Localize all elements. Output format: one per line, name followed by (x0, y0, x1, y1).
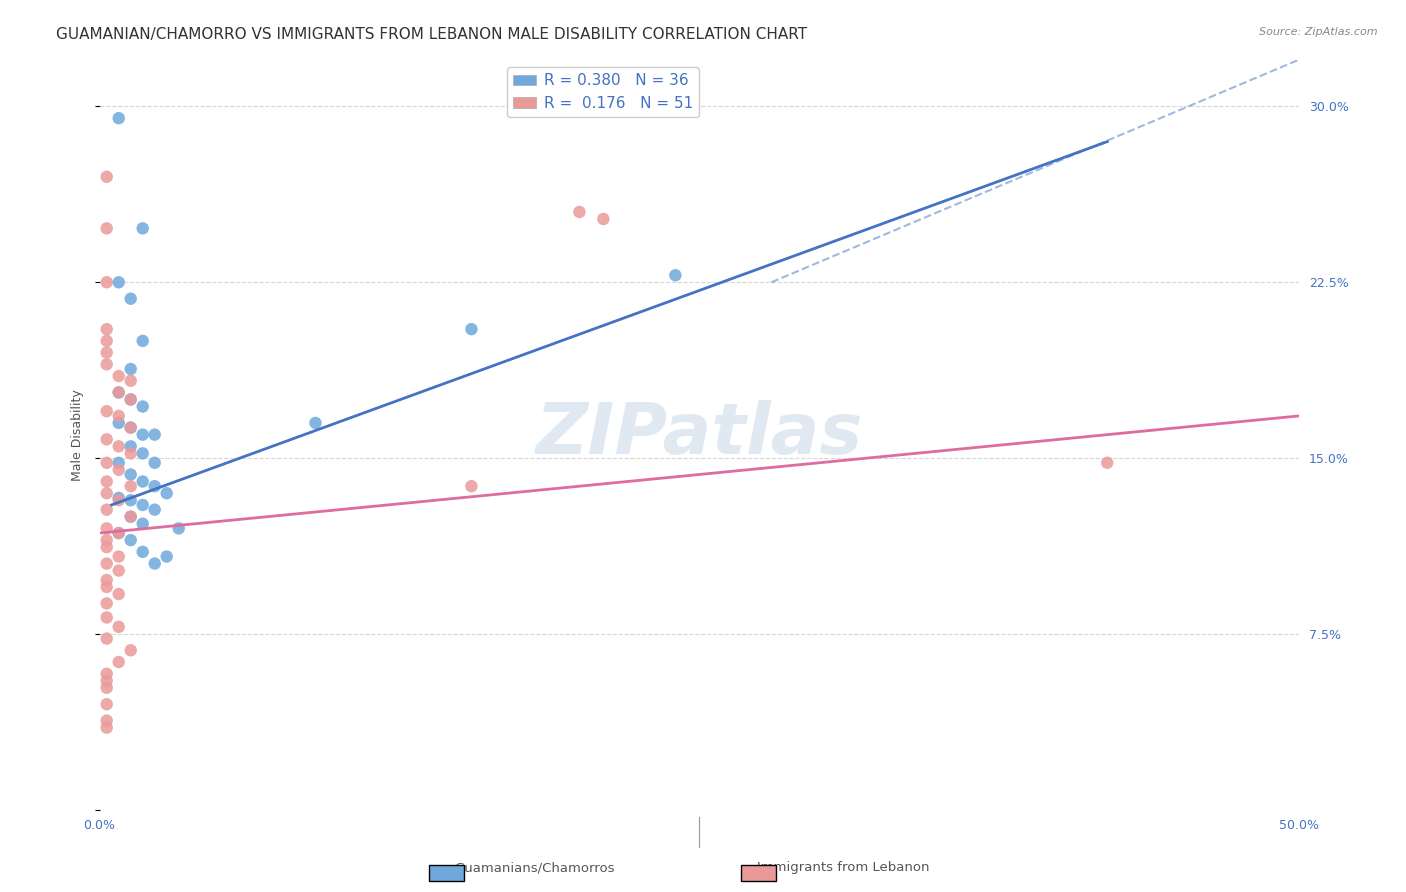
Legend: R = 0.380   N = 36, R =  0.176   N = 51: R = 0.380 N = 36, R = 0.176 N = 51 (508, 67, 699, 117)
Point (131, 400, 153, 414)
Text: Source: ZipAtlas.com: Source: ZipAtlas.com (1260, 27, 1378, 37)
Point (460, 479, 482, 493)
Point (120, 374, 142, 388)
Point (107, 655, 129, 669)
Point (96, 681, 118, 695)
Point (120, 509, 142, 524)
Y-axis label: Male Disability: Male Disability (72, 389, 84, 481)
Point (96, 169, 118, 184)
Point (107, 526, 129, 541)
Point (143, 456, 166, 470)
Point (131, 516, 153, 531)
Point (120, 392, 142, 407)
Point (96, 502, 118, 516)
Point (96, 334, 118, 348)
Point (156, 549, 179, 564)
Point (131, 334, 153, 348)
Point (107, 275, 129, 289)
Point (96, 486, 118, 500)
Point (107, 463, 129, 477)
Point (107, 549, 129, 564)
Point (120, 420, 142, 434)
Point (96, 475, 118, 489)
Point (107, 526, 129, 541)
Point (664, 268, 686, 283)
Point (120, 493, 142, 508)
Point (96, 721, 118, 735)
Point (96, 573, 118, 587)
Point (131, 427, 153, 442)
Point (120, 362, 142, 376)
Point (143, 427, 166, 442)
Point (120, 420, 142, 434)
Point (304, 416, 326, 430)
Point (96, 533, 118, 548)
Point (120, 509, 142, 524)
Point (120, 479, 142, 493)
Point (96, 456, 118, 470)
Point (96, 275, 118, 289)
Point (120, 392, 142, 407)
Point (592, 212, 614, 227)
Point (96, 557, 118, 571)
Point (107, 369, 129, 384)
Point (107, 385, 129, 400)
Point (131, 545, 153, 559)
Point (156, 486, 179, 500)
Point (107, 416, 129, 430)
Point (107, 112, 129, 126)
Point (96, 322, 118, 336)
Point (1097, 456, 1119, 470)
Point (131, 221, 153, 235)
Point (107, 491, 129, 505)
Point (107, 456, 129, 470)
Point (96, 596, 118, 610)
Point (96, 521, 118, 535)
Point (143, 479, 166, 493)
Point (107, 439, 129, 453)
Point (143, 502, 166, 516)
Point (107, 385, 129, 400)
Text: Immigrants from Lebanon: Immigrants from Lebanon (758, 861, 929, 874)
Point (107, 564, 129, 578)
Point (120, 439, 142, 453)
Point (96, 714, 118, 728)
Text: Guamanians/Chamorros: Guamanians/Chamorros (454, 861, 614, 874)
Point (96, 221, 118, 235)
Point (120, 446, 142, 460)
Point (96, 404, 118, 418)
Point (120, 467, 142, 482)
Point (107, 587, 129, 601)
Point (96, 357, 118, 371)
Point (107, 409, 129, 423)
Point (96, 673, 118, 688)
Point (107, 620, 129, 634)
Point (568, 205, 591, 219)
Point (96, 697, 118, 711)
Point (96, 433, 118, 447)
Text: GUAMANIAN/CHAMORRO VS IMMIGRANTS FROM LEBANON MALE DISABILITY CORRELATION CHART: GUAMANIAN/CHAMORRO VS IMMIGRANTS FROM LE… (56, 27, 807, 42)
Point (96, 580, 118, 594)
Point (131, 446, 153, 460)
Point (96, 610, 118, 624)
Point (120, 292, 142, 306)
Point (107, 493, 129, 508)
Point (143, 557, 166, 571)
Text: ZIPatlas: ZIPatlas (536, 401, 863, 469)
Point (120, 533, 142, 548)
Point (167, 521, 190, 535)
Point (131, 475, 153, 489)
Point (96, 632, 118, 646)
Point (120, 643, 142, 657)
Point (460, 322, 482, 336)
Point (131, 498, 153, 512)
Point (96, 540, 118, 554)
Point (96, 666, 118, 681)
Point (96, 345, 118, 359)
